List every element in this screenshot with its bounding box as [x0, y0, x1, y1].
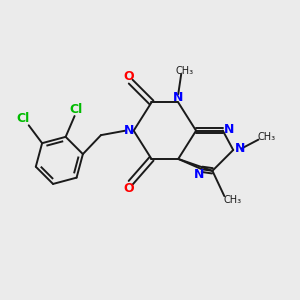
- Text: Cl: Cl: [16, 112, 29, 125]
- Text: O: O: [123, 182, 134, 194]
- Text: CH₃: CH₃: [258, 132, 276, 142]
- Text: O: O: [123, 70, 134, 83]
- Text: N: N: [173, 91, 183, 103]
- Text: CH₃: CH₃: [224, 195, 242, 205]
- Text: N: N: [235, 142, 245, 155]
- Text: Cl: Cl: [69, 103, 83, 116]
- Text: CH₃: CH₃: [176, 66, 194, 76]
- Text: N: N: [224, 123, 234, 136]
- Text: N: N: [194, 168, 204, 181]
- Text: N: N: [124, 124, 134, 137]
